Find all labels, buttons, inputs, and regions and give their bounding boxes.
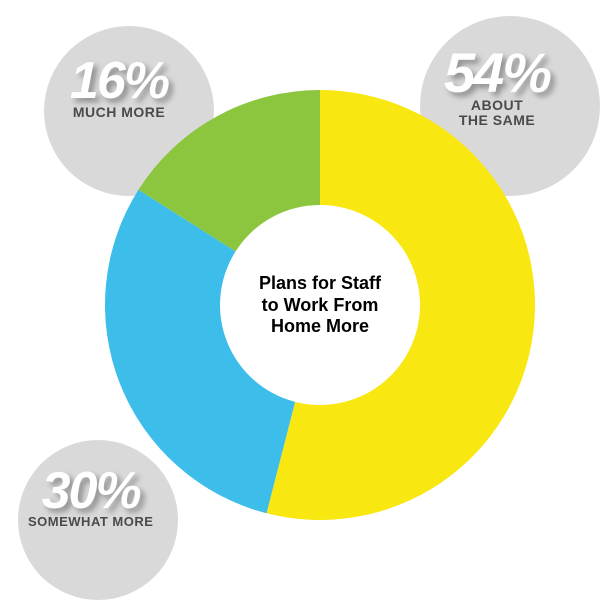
callout-pct-about-same: 54% bbox=[444, 48, 550, 98]
callout-label-somewhat-more: SOMEWHAT MORE bbox=[28, 515, 153, 529]
callout-pct-somewhat-more: 30% bbox=[28, 468, 153, 515]
callout-about-same: 54% ABOUTTHE SAME bbox=[444, 48, 550, 128]
callout-much-more: 16% MUCH MORE bbox=[70, 58, 168, 119]
chart-center-title: Plans for Staffto Work FromHome More bbox=[220, 273, 420, 338]
donut-chart-container: Plans for Staffto Work FromHome More 54%… bbox=[0, 0, 616, 603]
callout-somewhat-more: 30% SOMEWHAT MORE bbox=[28, 468, 153, 528]
callout-label-about-same: ABOUTTHE SAME bbox=[444, 98, 550, 127]
callout-label-much-more: MUCH MORE bbox=[70, 105, 168, 120]
callout-pct-much-more: 16% bbox=[70, 58, 168, 105]
